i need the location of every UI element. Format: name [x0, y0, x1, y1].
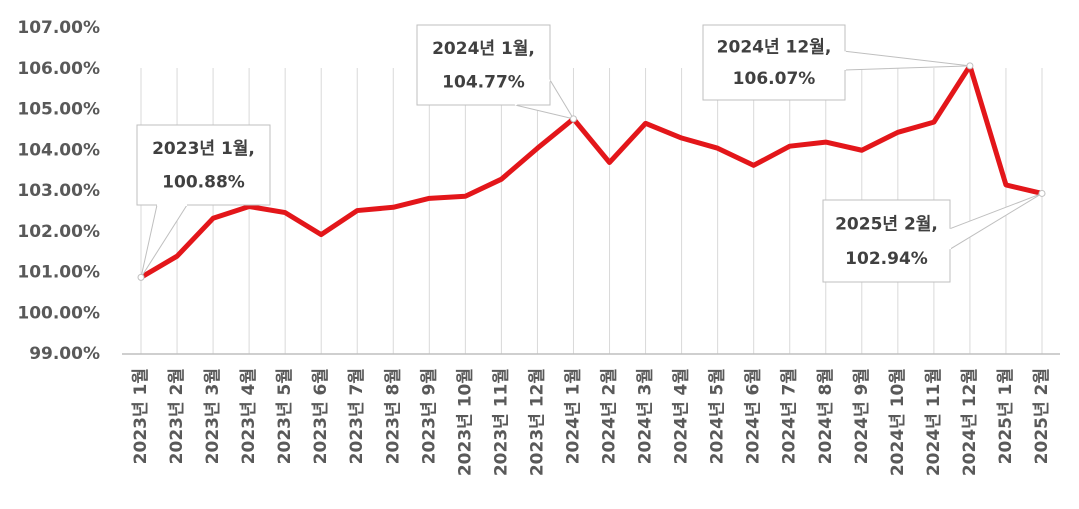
x-tick-label: 2024년 2월	[600, 368, 620, 464]
value-label: 104.77%	[442, 73, 525, 93]
x-tick-label: 2024년 1월	[563, 368, 583, 464]
x-tick-label: 2023년 7월	[347, 368, 367, 464]
value-label: 102.94%	[845, 249, 928, 269]
annotation: 2024년 1월,	[432, 39, 535, 59]
value-label: 106.07%	[733, 69, 816, 89]
x-tick-label: 2024년 10월	[888, 368, 908, 476]
y-tick-label: 103.00%	[17, 181, 100, 201]
callout-pointer	[844, 50, 970, 71]
x-tick-label: 2025년 2월	[1032, 368, 1052, 464]
annotation: 2023년 1월,	[152, 139, 255, 159]
point-marker	[966, 62, 974, 70]
y-tick-label: 106.00%	[17, 59, 100, 79]
y-tick-label: 104.00%	[17, 140, 100, 160]
x-tick-label: 2023년 2월	[167, 368, 187, 464]
callout-joint	[514, 79, 551, 106]
line	[139, 63, 1043, 280]
x-tick-label: 2024년 11월	[924, 368, 944, 476]
y-tick-label: 101.00%	[17, 263, 100, 283]
point-marker	[1038, 189, 1046, 197]
y-tick-label: 100.00%	[17, 303, 100, 323]
x-tick-label: 2023년 3월	[203, 368, 223, 464]
y-tick-label: 102.00%	[17, 222, 100, 242]
x-tick-label: 2023년 5월	[275, 368, 295, 464]
x-tick-label: 2024년 9월	[852, 368, 872, 464]
x-tick-label: 2024년 3월	[636, 368, 656, 464]
callout-pointer	[949, 192, 1043, 251]
x-tick-label: 2024년 12월	[960, 368, 980, 476]
callout-box	[702, 24, 846, 101]
y-tick-label: 105.00%	[17, 100, 100, 120]
x-tick-label: 2023년 10월	[455, 368, 475, 476]
annotation: 2024년 12월,	[717, 38, 832, 58]
annotation: 2025년 2월,	[835, 215, 938, 235]
value-label: 100.88%	[162, 173, 245, 193]
x-tick-label: 2023년 4월	[239, 368, 259, 464]
x-tick-label: 2023년 6월	[311, 368, 331, 464]
x-tick-label: 2023년 8월	[383, 368, 403, 464]
callout-box	[822, 199, 951, 283]
y-tick-label: 99.00%	[29, 344, 100, 364]
x-tick-label: 2024년 4월	[672, 368, 692, 464]
callout-box	[416, 24, 551, 106]
point-marker	[137, 273, 145, 281]
x-tick-label: 2024년 6월	[744, 368, 764, 464]
x-tick-label: 2025년 1월	[996, 368, 1016, 464]
x-tick-label: 2024년 8월	[816, 368, 836, 464]
x-tick-label: 2023년 9월	[419, 368, 439, 464]
point-marker	[569, 115, 577, 123]
y-tick-label: 107.00%	[17, 18, 100, 38]
x-tick-label: 2024년 5월	[708, 368, 728, 464]
x-tick-label: 2023년 11월	[491, 368, 511, 476]
x-tick-label: 2023년 1월	[131, 368, 151, 464]
callout-box	[136, 124, 271, 206]
x-tick-label: 2023년 12월	[527, 368, 547, 476]
x-tick-label: 2024년 7월	[780, 368, 800, 464]
